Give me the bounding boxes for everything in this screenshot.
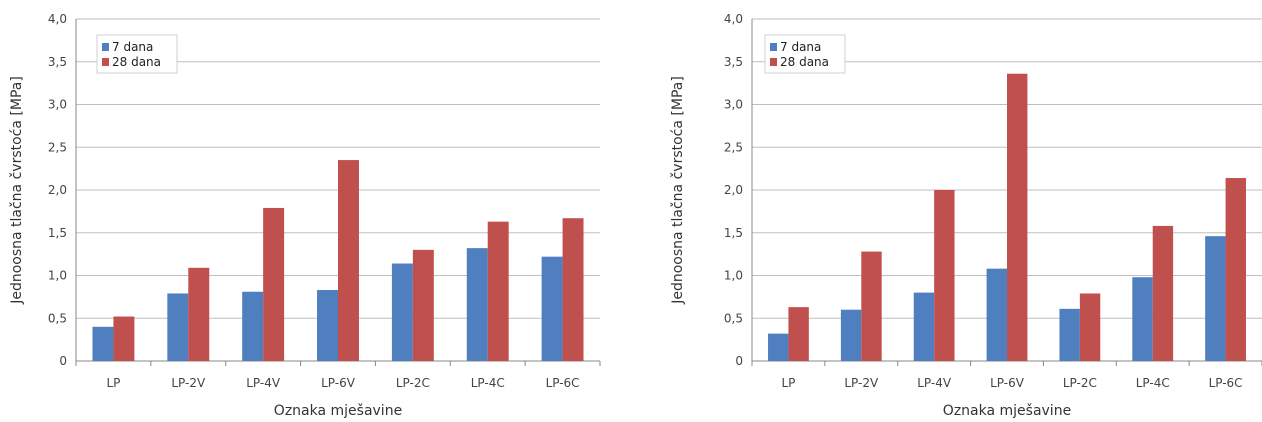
- x-tick-label: LP-4V: [917, 376, 952, 390]
- x-tick-label: LP: [781, 376, 795, 390]
- bar-28-dana: [487, 221, 509, 361]
- y-axis-title: Jednoosna tlačna čvrstoća [MPa]: [9, 76, 25, 305]
- legend-label-28-dana: 28 dana: [112, 55, 161, 69]
- bar-7-dana: [317, 290, 338, 361]
- bar-7-dana: [242, 291, 264, 361]
- y-axis-title: Jednoosna tlačna čvrstoća [MPa]: [670, 76, 686, 305]
- x-tick-label: LP-6V: [321, 376, 356, 390]
- bar-7-dana: [840, 309, 862, 361]
- legend-label-28-dana: 28 dana: [780, 55, 829, 69]
- bar-7-dana: [1132, 277, 1153, 361]
- x-axis-title: Oznaka mješavine: [274, 403, 402, 419]
- y-tick-label: 3,5: [48, 55, 67, 69]
- x-tick-label: LP-6C: [546, 376, 580, 390]
- y-tick-label: 0: [735, 354, 743, 368]
- legend-swatch-28-dana: [102, 58, 109, 66]
- x-axis-title: Oznaka mješavine: [943, 403, 1071, 419]
- bar-7-dana: [541, 256, 563, 361]
- bar-7-dana: [92, 326, 114, 361]
- bar-7-dana: [986, 268, 1007, 361]
- bar-28-dana: [338, 160, 359, 361]
- x-tick-label: LP-6C: [1209, 376, 1243, 390]
- bar-28-dana: [1225, 178, 1246, 361]
- x-tick-label: LP-2V: [844, 376, 879, 390]
- bar-7-dana: [1205, 236, 1226, 361]
- bar-7-dana: [913, 292, 935, 361]
- bar-28-dana: [1152, 225, 1174, 361]
- x-tick-label: LP-4C: [1136, 376, 1170, 390]
- y-tick-label: 0,5: [724, 311, 743, 325]
- y-tick-label: 2,5: [48, 140, 67, 154]
- legend-box: [764, 34, 846, 74]
- y-tick-label: 1,5: [48, 226, 67, 240]
- legend-box: [96, 34, 178, 74]
- legend-swatch-7-dana: [102, 43, 109, 51]
- bar-7-dana: [768, 333, 789, 361]
- x-tick-label: LP-6V: [990, 376, 1025, 390]
- y-tick-label: 2,0: [48, 183, 67, 197]
- x-tick-label: LP-2V: [171, 376, 206, 390]
- bar-28-dana: [934, 190, 955, 361]
- legend-swatch-7-dana: [770, 43, 777, 51]
- bar-28-dana: [263, 207, 285, 361]
- bar-28-dana: [1007, 73, 1028, 361]
- y-tick-label: 0: [59, 354, 67, 368]
- bar-28-dana: [113, 316, 135, 361]
- y-tick-label: 3,0: [48, 98, 67, 112]
- bar-7-dana: [391, 263, 413, 361]
- y-tick-label: 3,5: [724, 55, 743, 69]
- bar-28-dana: [1079, 293, 1101, 361]
- legend-label-7-dana: 7 dana: [780, 40, 821, 54]
- y-tick-label: 1,5: [724, 226, 743, 240]
- y-tick-label: 2,0: [724, 183, 743, 197]
- y-tick-label: 1,0: [724, 269, 743, 283]
- x-tick-label: LP: [106, 376, 120, 390]
- bar-7-dana: [167, 293, 189, 361]
- y-tick-label: 4,0: [724, 12, 743, 26]
- y-tick-label: 2,5: [724, 140, 743, 154]
- x-tick-label: LP-4V: [246, 376, 281, 390]
- bar-7-dana: [466, 248, 488, 361]
- legend-swatch-28-dana: [770, 58, 777, 66]
- chart-right: 0 0,5 1,0 1,5 2,0 2,5 3,0 3,5 4,0 LP LP-2V LP-4V LP-…: [670, 12, 1262, 419]
- bar-7-dana: [1059, 308, 1080, 361]
- y-tick-label: 4,0: [48, 12, 67, 26]
- bar-28-dana: [562, 218, 584, 361]
- x-tick-label: LP-4C: [471, 376, 505, 390]
- x-tick-label: LP-2C: [1063, 376, 1097, 390]
- y-tick-label: 0,5: [48, 311, 67, 325]
- legend-label-7-dana: 7 dana: [112, 40, 153, 54]
- bar-28-dana: [788, 307, 809, 361]
- bar-28-dana: [188, 267, 210, 361]
- bar-28-dana: [412, 249, 434, 361]
- y-tick-label: 3,0: [724, 98, 743, 112]
- bar-28-dana: [861, 251, 882, 361]
- chart-left: 0 0,5 1,0 1,5 2,0 2,5 3,0 3,5 4,0 LP LP-2V LP-4V LP-…: [9, 12, 601, 419]
- y-tick-label: 1,0: [48, 269, 67, 283]
- x-tick-label: LP-2C: [396, 376, 430, 390]
